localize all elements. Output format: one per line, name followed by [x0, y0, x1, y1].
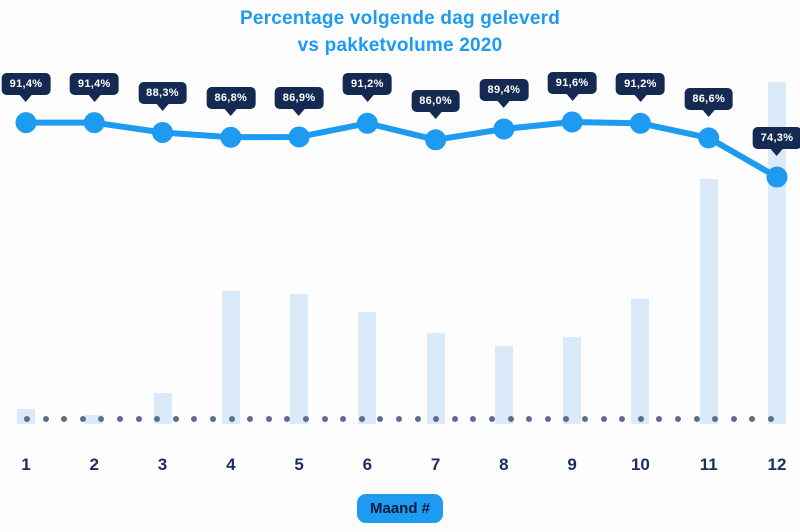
baseline-dot: [321, 416, 328, 422]
baseline-dot: [61, 416, 68, 422]
baseline-dot: [98, 416, 105, 422]
data-point-marker-10[interactable]: [629, 112, 651, 134]
baseline-dot: [191, 416, 198, 422]
baseline-dot: [284, 416, 291, 422]
volume-bar-7[interactable]: [426, 333, 445, 424]
chart-title-line2: vs pakketvolume 2020: [297, 35, 503, 56]
baseline-dot: [712, 416, 719, 422]
volume-bar-11[interactable]: [699, 179, 718, 424]
x-tick-label-6: 6: [362, 455, 373, 474]
volume-bar-10[interactable]: [631, 299, 650, 424]
volume-bar-8[interactable]: [494, 346, 513, 424]
baseline-dot: [210, 416, 216, 422]
point-label-6: 91,2%: [342, 73, 392, 96]
point-label-4: 86,8%: [206, 87, 256, 110]
volume-bar-9[interactable]: [563, 337, 582, 424]
x-tick-label-9: 9: [567, 455, 577, 474]
baseline-dot: [637, 416, 644, 422]
volume-bar-2[interactable]: [85, 415, 104, 424]
data-point-marker-9[interactable]: [561, 111, 583, 133]
point-label-7: 86,0%: [411, 89, 460, 112]
x-axis-title-badge[interactable]: Maand #: [356, 494, 444, 523]
baseline-dot: [507, 416, 514, 422]
baseline-dot: [470, 416, 477, 422]
data-point-marker-6[interactable]: [356, 112, 378, 134]
baseline-dot: [340, 416, 347, 422]
data-point-marker-12[interactable]: [766, 166, 788, 188]
x-tick-label-5: 5: [294, 455, 304, 474]
chart-title-line1: Percentage volgende dag geleverd: [239, 8, 560, 29]
point-label-11: 86,6%: [684, 87, 734, 110]
volume-bar-4[interactable]: [221, 290, 240, 424]
x-tick-label-3: 3: [157, 455, 168, 474]
volume-bar-12[interactable]: [767, 82, 786, 424]
baseline-dot: [768, 416, 774, 422]
baseline-dot: [544, 416, 551, 422]
baseline-dot: [433, 416, 440, 422]
chart-title: Percentage volgende dag geleverd vs pakk…: [0, 5, 800, 59]
point-label-1: 91,4%: [1, 72, 51, 95]
baseline-dot: [247, 416, 254, 422]
point-label-3: 88,3%: [138, 82, 187, 105]
point-label-8: 89,4%: [479, 78, 529, 101]
baseline-dot: [414, 416, 421, 422]
baseline-dot: [265, 416, 272, 422]
point-label-9: 91,6%: [547, 72, 597, 94]
baseline-dot: [228, 416, 235, 422]
baseline-dot: [303, 416, 309, 422]
baseline-dot: [693, 416, 700, 422]
baseline-dot: [749, 416, 756, 422]
baseline-dot: [600, 416, 607, 422]
data-point-marker-5[interactable]: [288, 126, 310, 148]
point-label-10: 91,2%: [616, 73, 665, 96]
baseline-dot: [42, 416, 49, 422]
baseline-dot: [358, 416, 365, 422]
baseline-dot: [117, 416, 123, 422]
x-tick-label-12: 12: [767, 455, 787, 474]
baseline-dot: [675, 416, 681, 422]
x-tick-label-2: 2: [89, 455, 99, 474]
baseline-dot: [619, 416, 626, 422]
volume-bar-6[interactable]: [358, 312, 377, 424]
baseline-dot: [563, 416, 570, 422]
data-point-marker-3[interactable]: [152, 121, 174, 143]
baseline-dot: [730, 416, 737, 422]
point-label-12: 74,3%: [752, 127, 800, 149]
data-point-marker-8[interactable]: [493, 118, 515, 140]
baseline-dot: [172, 416, 179, 422]
baseline-dot: [489, 416, 495, 422]
baseline-dot: [79, 416, 86, 422]
baseline-dot: [582, 416, 588, 422]
x-tick-label-10: 10: [630, 455, 650, 474]
volume-bar-5[interactable]: [290, 294, 309, 424]
baseline-dot: [135, 416, 142, 422]
point-label-2: 91,4%: [69, 72, 119, 95]
baseline-dot: [154, 416, 161, 422]
data-point-marker-4[interactable]: [220, 126, 242, 148]
baseline-dot: [396, 416, 402, 422]
x-tick-label-4: 4: [226, 455, 236, 474]
trend-line: [23, 119, 780, 181]
data-point-marker-1[interactable]: [15, 112, 37, 134]
data-point-marker-11[interactable]: [698, 127, 720, 149]
baseline-dot: [377, 416, 384, 422]
baseline-dot: [656, 416, 663, 422]
baseline-dot: [451, 416, 458, 422]
baseline-dot: [24, 416, 30, 422]
data-point-marker-2[interactable]: [83, 112, 105, 134]
data-point-marker-7[interactable]: [425, 129, 447, 151]
x-tick-label-7: 7: [430, 455, 441, 474]
x-tick-label-11: 11: [699, 455, 718, 474]
baseline-dot: [526, 416, 533, 422]
x-tick-label-8: 8: [499, 455, 509, 474]
x-tick-label-1: 1: [21, 455, 31, 474]
point-label-5: 86,9%: [274, 86, 324, 109]
